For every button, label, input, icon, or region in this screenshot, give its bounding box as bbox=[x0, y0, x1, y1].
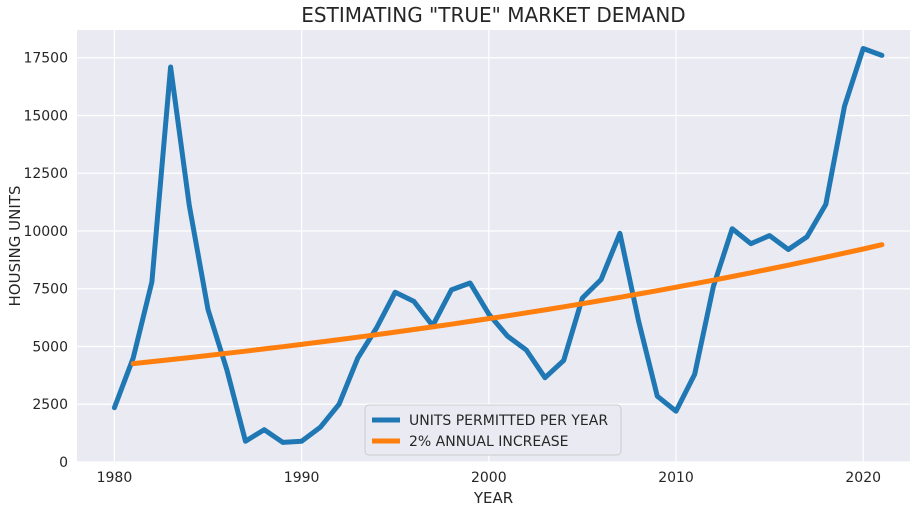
x-tick-label: 2020 bbox=[845, 470, 881, 486]
y-tick-label: 12500 bbox=[23, 166, 68, 182]
y-tick-label: 17500 bbox=[23, 51, 68, 67]
plot-background bbox=[77, 30, 910, 462]
y-tick-label: 5000 bbox=[32, 339, 68, 355]
legend-label-units-permitted: UNITS PERMITTED PER YEAR bbox=[409, 413, 608, 429]
series-line-units-permitted bbox=[111, 46, 885, 445]
y-tick-label: 0 bbox=[59, 455, 68, 471]
series-line-annual-increase bbox=[130, 242, 885, 367]
y-tick-label: 10000 bbox=[23, 224, 68, 240]
y-axis-title: HOUSING UNITS bbox=[6, 186, 24, 307]
x-tick-label: 2000 bbox=[471, 470, 507, 486]
legend-label-annual-increase: 2% ANNUAL INCREASE bbox=[409, 434, 569, 450]
legend: UNITS PERMITTED PER YEAR 2% ANNUAL INCRE… bbox=[364, 404, 622, 456]
grid bbox=[77, 30, 910, 463]
y-tick-label: 7500 bbox=[32, 282, 68, 298]
chart-title: ESTIMATING "TRUE" MARKET DEMAND bbox=[301, 3, 685, 27]
x-tick-label: 1990 bbox=[284, 470, 320, 486]
y-tick-label: 2500 bbox=[32, 397, 68, 413]
x-tick-label: 1980 bbox=[97, 470, 133, 486]
tick-labels: 1980 1990 2000 2010 2020 0 2500 5000 7500 10000 12… bbox=[23, 51, 881, 486]
y-tick-label: 15000 bbox=[23, 108, 68, 124]
x-axis-title: YEAR bbox=[473, 489, 513, 507]
x-tick-label: 2010 bbox=[658, 470, 694, 486]
series-layer bbox=[111, 46, 885, 445]
legend-box bbox=[364, 404, 622, 456]
